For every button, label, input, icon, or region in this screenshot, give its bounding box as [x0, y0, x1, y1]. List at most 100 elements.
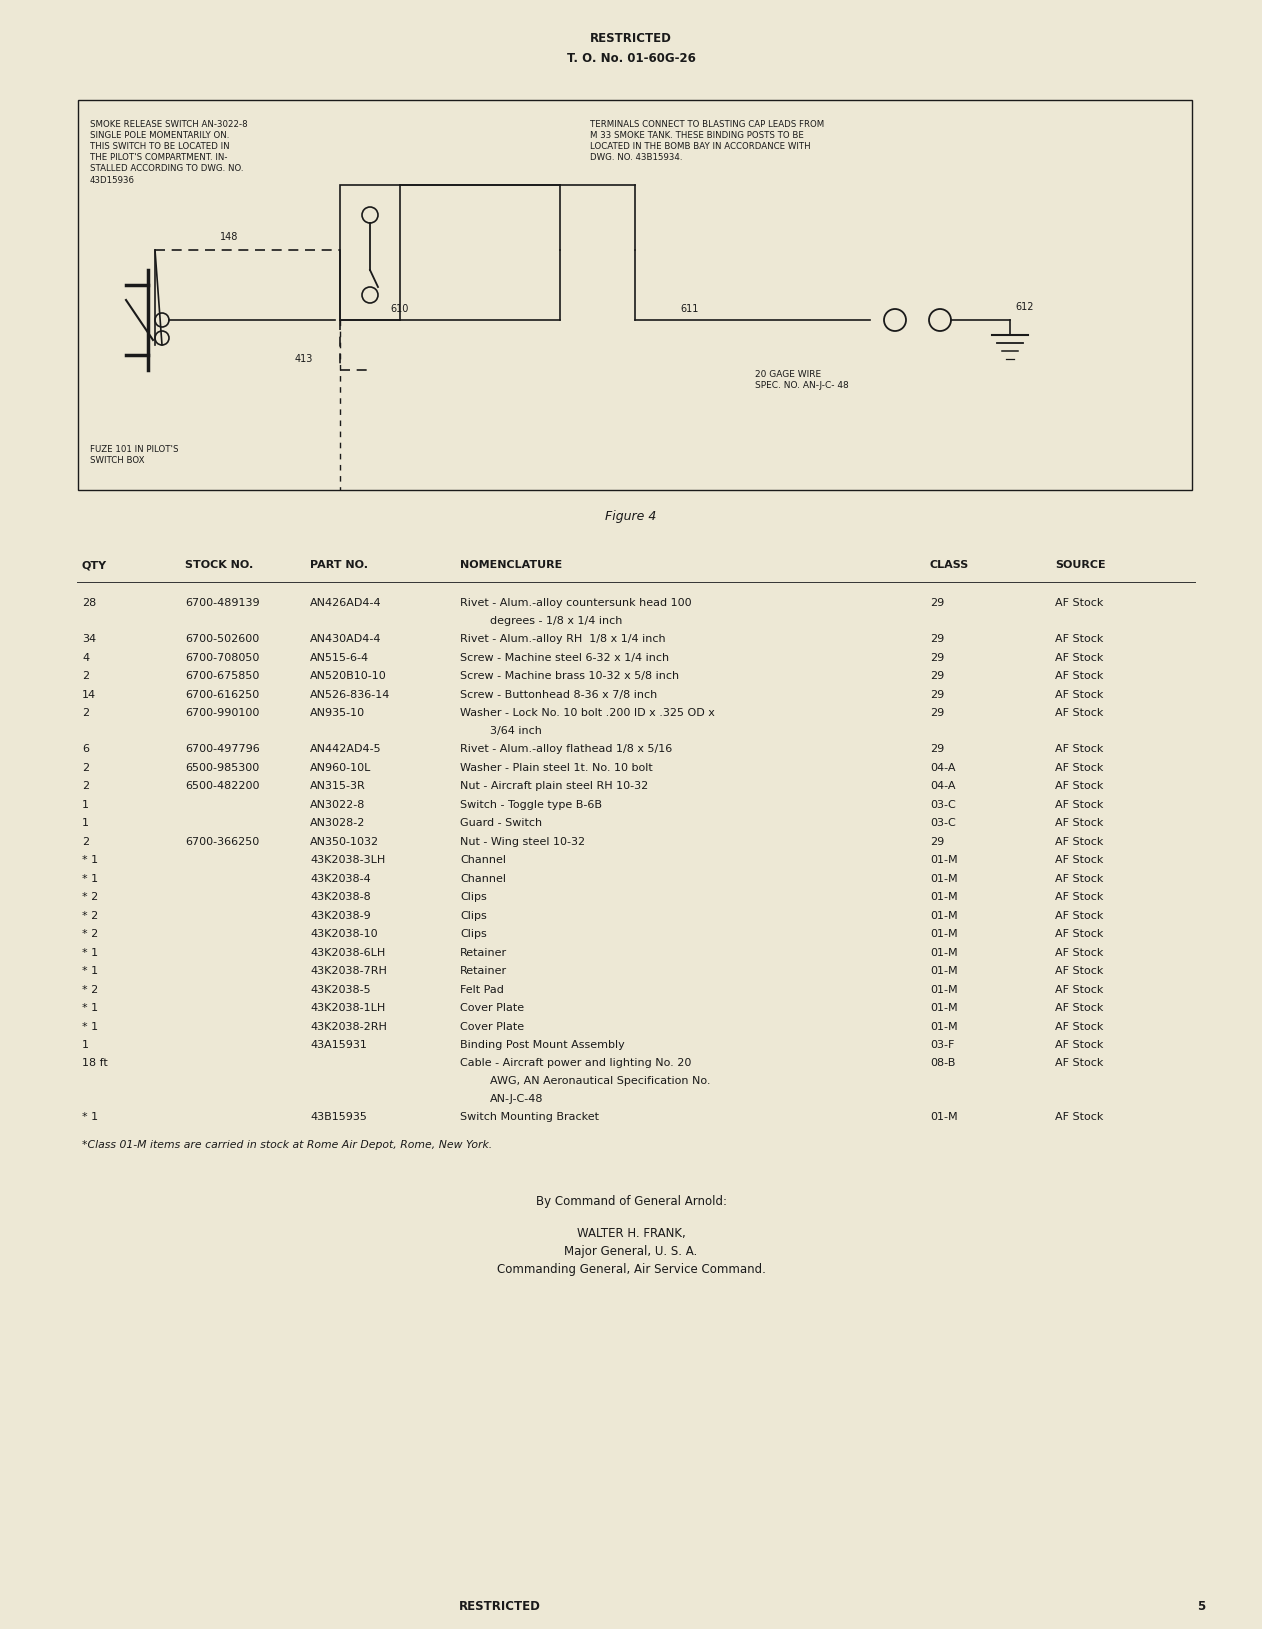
Text: Rivet - Alum.-alloy countersunk head 100: Rivet - Alum.-alloy countersunk head 100	[461, 598, 692, 608]
Text: AF Stock: AF Stock	[1055, 911, 1103, 920]
Text: 01-M: 01-M	[930, 1003, 958, 1013]
Text: 6700-366250: 6700-366250	[186, 837, 259, 847]
Text: FUZE 101 IN PILOT'S
SWITCH BOX: FUZE 101 IN PILOT'S SWITCH BOX	[90, 445, 178, 466]
Text: 34: 34	[82, 634, 96, 643]
Text: AF Stock: AF Stock	[1055, 671, 1103, 681]
Text: 43K2038-3LH: 43K2038-3LH	[310, 855, 385, 865]
Text: 43K2038-7RH: 43K2038-7RH	[310, 966, 387, 976]
Text: 6700-502600: 6700-502600	[186, 634, 259, 643]
Text: * 1: * 1	[82, 948, 98, 958]
Text: AF Stock: AF Stock	[1055, 800, 1103, 810]
Text: 2: 2	[82, 709, 90, 718]
Text: Nut - Aircraft plain steel RH 10-32: Nut - Aircraft plain steel RH 10-32	[461, 780, 649, 792]
Text: 29: 29	[930, 744, 944, 754]
Text: Cover Plate: Cover Plate	[461, 1021, 524, 1031]
Text: CLASS: CLASS	[930, 560, 969, 570]
Text: 29: 29	[930, 653, 944, 663]
Text: 03-C: 03-C	[930, 800, 955, 810]
Text: AF Stock: AF Stock	[1055, 634, 1103, 643]
Text: 6700-489139: 6700-489139	[186, 598, 260, 608]
Text: AF Stock: AF Stock	[1055, 873, 1103, 883]
Text: 5: 5	[1196, 1600, 1205, 1613]
Text: Cable - Aircraft power and lighting No. 20: Cable - Aircraft power and lighting No. …	[461, 1059, 692, 1069]
Text: AF Stock: AF Stock	[1055, 929, 1103, 938]
Text: 29: 29	[930, 709, 944, 718]
Text: T. O. No. 01-60G-26: T. O. No. 01-60G-26	[567, 52, 695, 65]
Text: Washer - Lock No. 10 bolt .200 ID x .325 OD x: Washer - Lock No. 10 bolt .200 ID x .325…	[461, 709, 714, 718]
Text: AF Stock: AF Stock	[1055, 598, 1103, 608]
Text: AF Stock: AF Stock	[1055, 744, 1103, 754]
Text: 6700-675850: 6700-675850	[186, 671, 260, 681]
Text: 20 GAGE WIRE
SPEC. NO. AN-J-C- 48: 20 GAGE WIRE SPEC. NO. AN-J-C- 48	[755, 370, 849, 389]
Text: 2: 2	[82, 837, 90, 847]
Text: Clips: Clips	[461, 929, 487, 938]
Text: 01-M: 01-M	[930, 855, 958, 865]
Text: * 1: * 1	[82, 1021, 98, 1031]
Text: 611: 611	[680, 305, 698, 314]
Text: Guard - Switch: Guard - Switch	[461, 818, 543, 828]
Text: 43K2038-9: 43K2038-9	[310, 911, 371, 920]
Text: 43K2038-5: 43K2038-5	[310, 984, 371, 994]
Text: AN350-1032: AN350-1032	[310, 837, 379, 847]
Text: * 2: * 2	[82, 984, 98, 994]
Text: AN3028-2: AN3028-2	[310, 818, 366, 828]
Text: Clips: Clips	[461, 911, 487, 920]
Text: AF Stock: AF Stock	[1055, 709, 1103, 718]
Text: 29: 29	[930, 837, 944, 847]
Text: AF Stock: AF Stock	[1055, 1039, 1103, 1051]
Text: 43K2038-4: 43K2038-4	[310, 873, 371, 883]
Text: 43K2038-1LH: 43K2038-1LH	[310, 1003, 385, 1013]
Text: AN960-10L: AN960-10L	[310, 762, 371, 772]
Text: AN935-10: AN935-10	[310, 709, 365, 718]
Text: 01-M: 01-M	[930, 911, 958, 920]
Text: 1: 1	[82, 1039, 90, 1051]
Text: Channel: Channel	[461, 873, 506, 883]
Text: AN442AD4-5: AN442AD4-5	[310, 744, 381, 754]
Text: Retainer: Retainer	[461, 966, 507, 976]
Text: AF Stock: AF Stock	[1055, 1113, 1103, 1122]
Text: Figure 4: Figure 4	[606, 510, 656, 523]
Text: Channel: Channel	[461, 855, 506, 865]
Text: AF Stock: AF Stock	[1055, 837, 1103, 847]
Text: Rivet - Alum.-alloy flathead 1/8 x 5/16: Rivet - Alum.-alloy flathead 1/8 x 5/16	[461, 744, 673, 754]
Text: 01-M: 01-M	[930, 948, 958, 958]
Text: 612: 612	[1015, 301, 1034, 313]
Text: 43K2038-6LH: 43K2038-6LH	[310, 948, 385, 958]
Bar	[339, 186, 400, 319]
Text: 6700-497796: 6700-497796	[186, 744, 260, 754]
Text: PART NO.: PART NO.	[310, 560, 369, 570]
Text: 29: 29	[930, 689, 944, 699]
Text: AF Stock: AF Stock	[1055, 893, 1103, 902]
Text: RESTRICTED: RESTRICTED	[591, 33, 671, 46]
Text: Retainer: Retainer	[461, 948, 507, 958]
Text: AF Stock: AF Stock	[1055, 855, 1103, 865]
Text: 01-M: 01-M	[930, 929, 958, 938]
Text: 28: 28	[82, 598, 96, 608]
Text: Nut - Wing steel 10-32: Nut - Wing steel 10-32	[461, 837, 586, 847]
Text: 14: 14	[82, 689, 96, 699]
Text: 08-B: 08-B	[930, 1059, 955, 1069]
Text: * 1: * 1	[82, 1113, 98, 1122]
Text: Binding Post Mount Assembly: Binding Post Mount Assembly	[461, 1039, 625, 1051]
Text: SMOKE RELEASE SWITCH AN-3022-8
SINGLE POLE MOMENTARILY ON.
THIS SWITCH TO BE LOC: SMOKE RELEASE SWITCH AN-3022-8 SINGLE PO…	[90, 121, 247, 184]
Text: 29: 29	[930, 634, 944, 643]
Text: 6500-482200: 6500-482200	[186, 780, 260, 792]
Text: * 1: * 1	[82, 1003, 98, 1013]
Text: 1: 1	[82, 818, 90, 828]
Text: * 2: * 2	[82, 929, 98, 938]
Text: Felt Pad: Felt Pad	[461, 984, 504, 994]
Text: 29: 29	[930, 671, 944, 681]
Text: 03-C: 03-C	[930, 818, 955, 828]
Text: 04-A: 04-A	[930, 780, 955, 792]
Text: 3/64 inch: 3/64 inch	[490, 725, 541, 736]
Text: Switch - Toggle type B-6B: Switch - Toggle type B-6B	[461, 800, 602, 810]
Text: AF Stock: AF Stock	[1055, 1003, 1103, 1013]
Text: 6500-985300: 6500-985300	[186, 762, 259, 772]
Text: 01-M: 01-M	[930, 893, 958, 902]
Text: 1: 1	[82, 800, 90, 810]
Text: 2: 2	[82, 780, 90, 792]
Text: 2: 2	[82, 671, 90, 681]
Text: AN426AD4-4: AN426AD4-4	[310, 598, 381, 608]
Text: Rivet - Alum.-alloy RH  1/8 x 1/4 inch: Rivet - Alum.-alloy RH 1/8 x 1/4 inch	[461, 634, 665, 643]
Text: Washer - Plain steel 1t. No. 10 bolt: Washer - Plain steel 1t. No. 10 bolt	[461, 762, 652, 772]
